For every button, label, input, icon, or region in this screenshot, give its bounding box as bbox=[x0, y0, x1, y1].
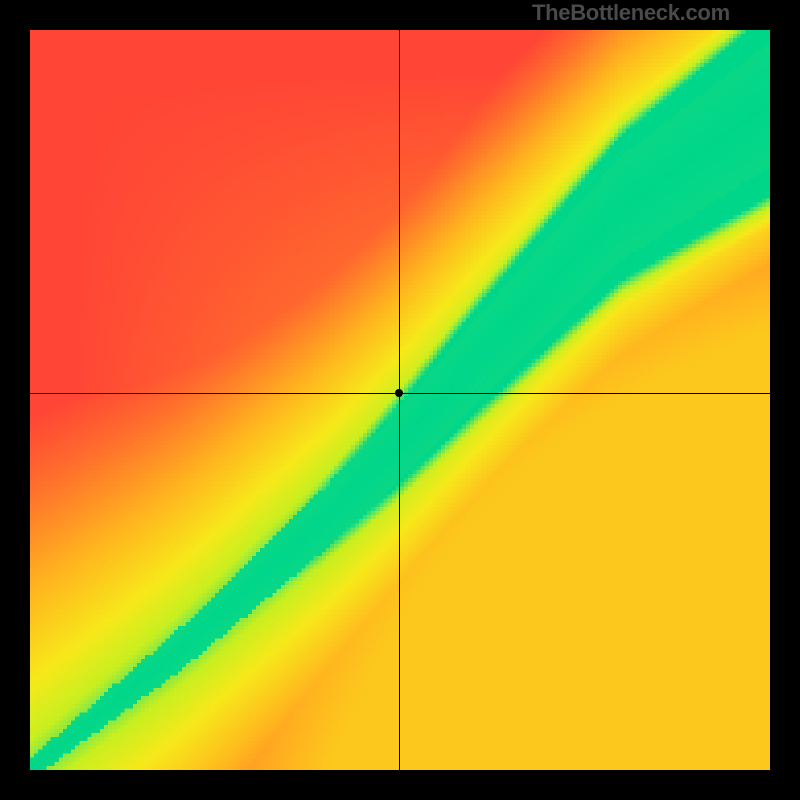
crosshair-vertical bbox=[399, 30, 400, 770]
heatmap-canvas bbox=[30, 30, 770, 770]
watermark-text: TheBottleneck.com bbox=[532, 0, 730, 26]
chart-container: { "watermark": { "text": "TheBottleneck.… bbox=[0, 0, 800, 800]
crosshair-marker bbox=[395, 389, 403, 397]
